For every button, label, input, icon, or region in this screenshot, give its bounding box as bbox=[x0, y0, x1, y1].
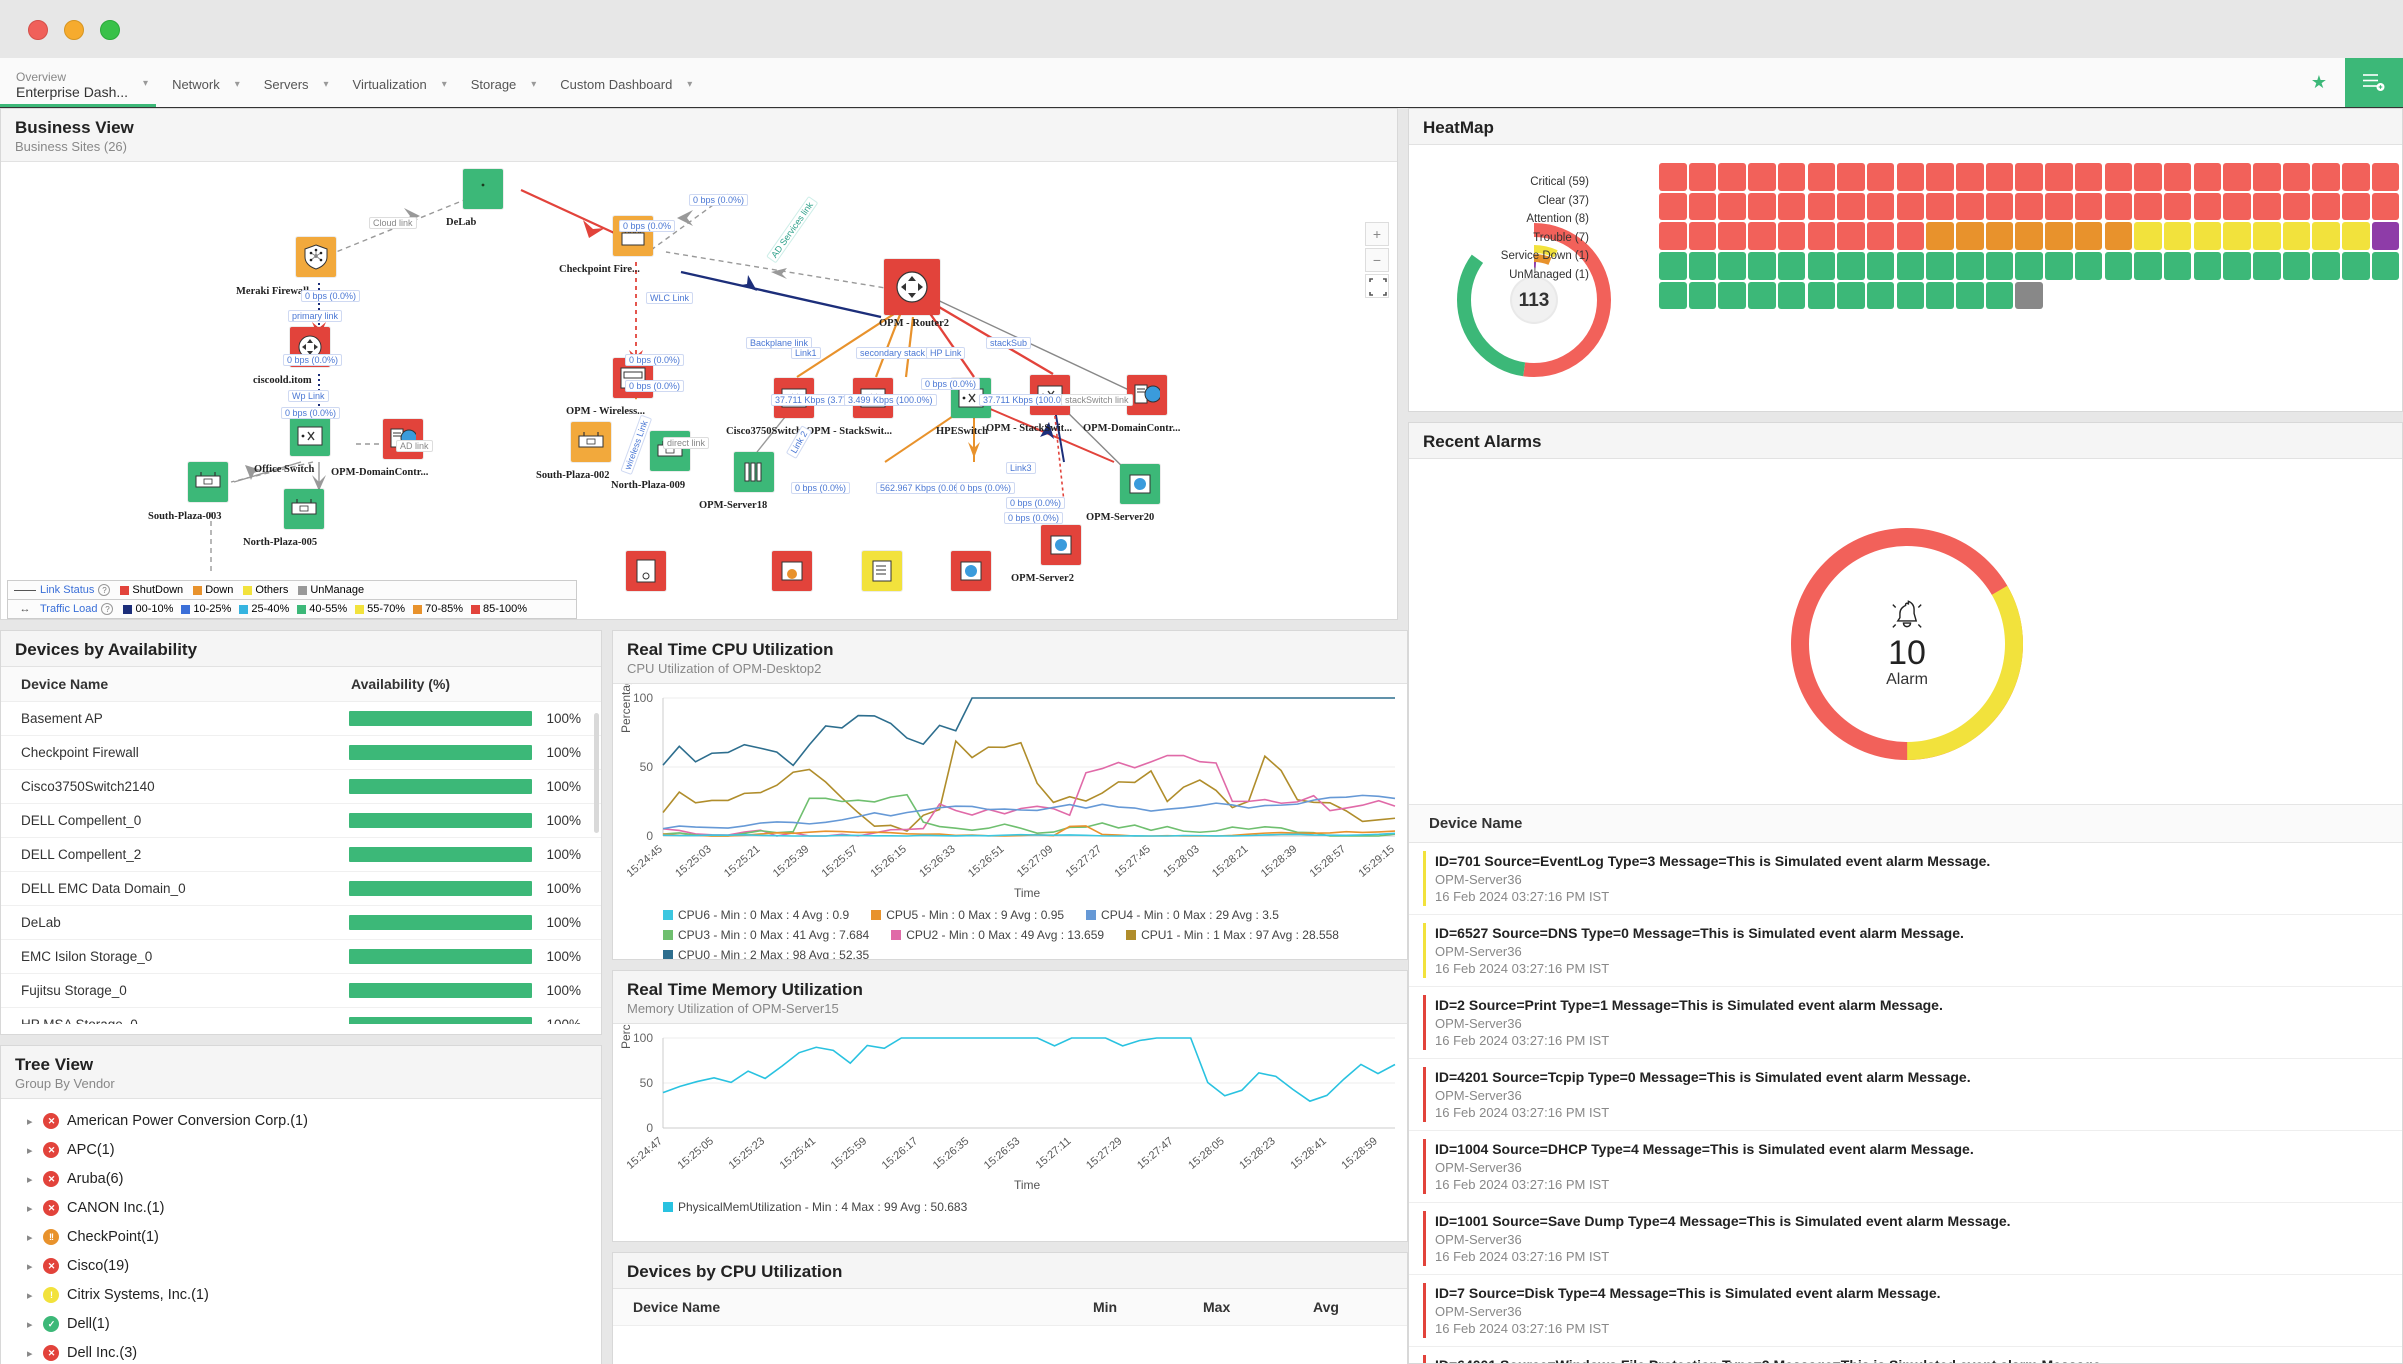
svg-text:0: 0 bbox=[646, 1121, 653, 1135]
svg-text:50: 50 bbox=[640, 1076, 654, 1090]
svg-text:15:27:47: 15:27:47 bbox=[1135, 1135, 1176, 1172]
svg-text:15:27:09: 15:27:09 bbox=[1015, 843, 1056, 880]
svg-text:15:25:21: 15:25:21 bbox=[722, 843, 763, 880]
svg-text:15:28:23: 15:28:23 bbox=[1237, 1135, 1278, 1172]
svg-text:0: 0 bbox=[646, 829, 653, 843]
svg-text:15:24:47: 15:24:47 bbox=[624, 1135, 665, 1172]
svg-text:15:25:41: 15:25:41 bbox=[778, 1135, 819, 1172]
svg-text:15:25:23: 15:25:23 bbox=[727, 1135, 768, 1172]
svg-text:15:25:03: 15:25:03 bbox=[673, 843, 714, 880]
svg-text:15:25:59: 15:25:59 bbox=[829, 1135, 870, 1172]
svg-text:15:26:35: 15:26:35 bbox=[931, 1135, 972, 1172]
svg-text:15:25:39: 15:25:39 bbox=[771, 843, 812, 880]
svg-text:50: 50 bbox=[640, 760, 654, 774]
svg-text:100: 100 bbox=[633, 1031, 653, 1045]
svg-text:15:28:05: 15:28:05 bbox=[1186, 1135, 1227, 1172]
svg-text:15:29:15: 15:29:15 bbox=[1356, 843, 1397, 880]
svg-text:15:28:03: 15:28:03 bbox=[1161, 843, 1202, 880]
svg-text:15:25:05: 15:25:05 bbox=[675, 1135, 716, 1172]
svg-text:15:27:29: 15:27:29 bbox=[1084, 1135, 1125, 1172]
svg-text:15:24:45: 15:24:45 bbox=[624, 843, 665, 880]
svg-text:15:27:11: 15:27:11 bbox=[1034, 1135, 1074, 1171]
svg-text:15:26:33: 15:26:33 bbox=[917, 843, 958, 880]
svg-text:15:28:21: 15:28:21 bbox=[1210, 843, 1251, 880]
svg-text:15:26:15: 15:26:15 bbox=[868, 843, 909, 880]
svg-text:15:26:17: 15:26:17 bbox=[880, 1135, 921, 1172]
svg-text:15:28:41: 15:28:41 bbox=[1288, 1135, 1329, 1172]
svg-text:15:26:51: 15:26:51 bbox=[966, 843, 1007, 880]
svg-text:15:25:57: 15:25:57 bbox=[820, 843, 861, 880]
svg-text:15:27:45: 15:27:45 bbox=[1112, 843, 1153, 880]
svg-text:113: 113 bbox=[1519, 290, 1550, 311]
svg-text:100: 100 bbox=[633, 691, 653, 705]
svg-text:15:28:59: 15:28:59 bbox=[1339, 1135, 1380, 1172]
svg-text:15:26:53: 15:26:53 bbox=[982, 1135, 1023, 1172]
svg-text:15:28:57: 15:28:57 bbox=[1308, 843, 1349, 880]
svg-text:15:28:39: 15:28:39 bbox=[1259, 843, 1300, 880]
svg-text:15:27:27: 15:27:27 bbox=[1064, 843, 1105, 880]
